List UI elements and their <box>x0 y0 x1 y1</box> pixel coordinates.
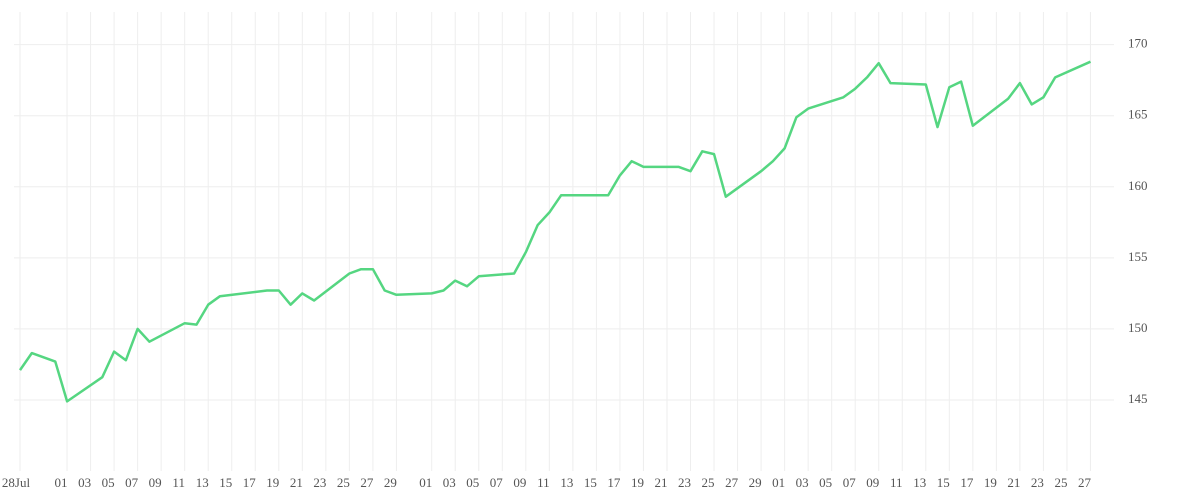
x-tick-label: 11 <box>172 475 185 490</box>
x-tick-label: 05 <box>819 475 832 490</box>
x-tick-label: 03 <box>796 475 809 490</box>
x-tick-label: 09 <box>866 475 879 490</box>
x-tick-label: 07 <box>843 475 857 490</box>
x-tick-label: 17 <box>607 475 621 490</box>
x-tick-label: 21 <box>654 475 667 490</box>
x-tick-label: 23 <box>678 475 691 490</box>
x-tick-label: 21 <box>290 475 303 490</box>
x-tick-label: 19 <box>984 475 997 490</box>
y-tick-label: 170 <box>1128 36 1148 51</box>
x-tick-label: 27 <box>360 475 374 490</box>
x-tick-label: 25 <box>702 475 715 490</box>
x-tick-label: 13 <box>913 475 926 490</box>
x-tick-label: 03 <box>78 475 91 490</box>
line <box>18 60 1092 403</box>
x-tick-label: 27 <box>1078 475 1092 490</box>
x-tick-label: 01 <box>772 475 785 490</box>
x-tick-label: 13 <box>196 475 209 490</box>
x-tick-label: 11 <box>537 475 550 490</box>
y-tick-label: 160 <box>1128 178 1148 193</box>
x-tick-label: 25 <box>337 475 350 490</box>
x-tick-label: 27 <box>725 475 739 490</box>
x-tick-label: 17 <box>960 475 974 490</box>
x-tick-label: 19 <box>631 475 644 490</box>
x-tick-label: 01 <box>55 475 68 490</box>
x-tick-label: 07 <box>490 475 504 490</box>
x-tick-label: 15 <box>937 475 950 490</box>
y-tick-label: 165 <box>1128 107 1148 122</box>
y-tick-label: 145 <box>1128 391 1148 406</box>
x-tick-label: 29 <box>384 475 397 490</box>
x-tick-label: 05 <box>102 475 115 490</box>
x-tick-label: 01 <box>419 475 432 490</box>
y-tick-label: 150 <box>1128 320 1148 335</box>
x-tick-label: 17 <box>243 475 257 490</box>
x-tick-label: 19 <box>266 475 279 490</box>
x-tick-label: 05 <box>466 475 479 490</box>
x-tick-label: 11 <box>890 475 903 490</box>
x-tick-label: 15 <box>584 475 597 490</box>
x-tick-label: 07 <box>125 475 139 490</box>
x-tick-label: 25 <box>1054 475 1067 490</box>
x-tick-label: 09 <box>513 475 526 490</box>
x-tick-label: 28Jul <box>2 475 31 490</box>
x-tick-label: 15 <box>219 475 232 490</box>
x-tick-label: 29 <box>749 475 762 490</box>
x-tick-label: 23 <box>313 475 326 490</box>
x-tick-label: 09 <box>149 475 162 490</box>
x-tick-label: 13 <box>560 475 573 490</box>
y-tick-label: 155 <box>1128 249 1148 264</box>
x-tick-label: 23 <box>1031 475 1044 490</box>
x-tick-label: 21 <box>1007 475 1020 490</box>
x-tick-label: 03 <box>443 475 456 490</box>
